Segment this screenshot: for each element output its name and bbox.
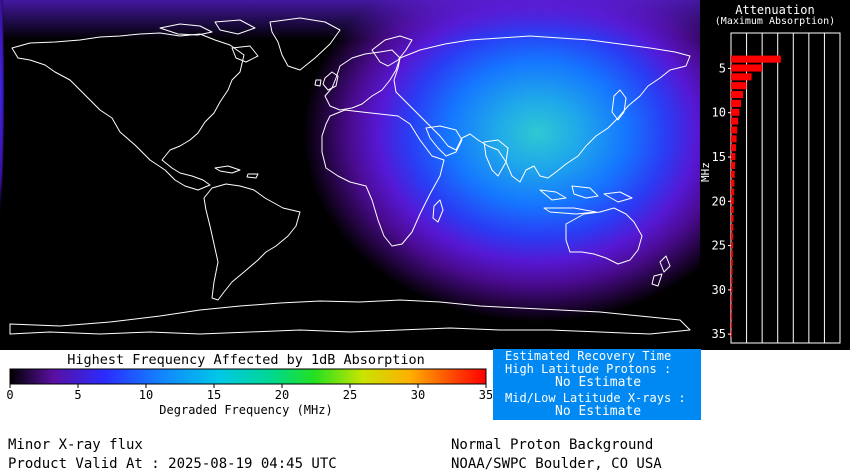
proton-status: Normal Proton Background (451, 437, 654, 453)
asia-outline (393, 35, 691, 183)
mid-low-latitude-value: No Estimate (555, 404, 642, 419)
attenuation-y-tick-label: 5 (719, 61, 726, 75)
attenuation-bar (731, 64, 763, 72)
attenuation-x-tick-label: 30 (818, 349, 830, 350)
attenuation-bar (731, 108, 740, 116)
africa-outline (321, 109, 445, 247)
attenuation-bar (731, 197, 734, 205)
attenuation-bar (731, 215, 734, 223)
attenuation-bar (731, 99, 741, 107)
absorption-map (0, 0, 700, 350)
frequency-color-scale: Highest Frequency Affected by 1dB Absorp… (0, 350, 492, 420)
product-valid-time: Product Valid At : 2025-08-19 04:45 UTC (8, 456, 337, 472)
attenuation-panel-background (700, 0, 850, 350)
arctic-islands-outline (159, 19, 259, 63)
attenuation-x-tick-label: 25 (803, 349, 815, 350)
attenuation-chart: Attenuation (Maximum Absorption) MHz 5 10… (700, 0, 850, 350)
continent-outlines (9, 17, 691, 335)
xray-status: Minor X-ray flux (8, 437, 143, 453)
scale-tick-label: 20 (275, 388, 289, 402)
high-latitude-label: High Latitude Protons : (505, 362, 672, 376)
scale-x-label: Degraded Frequency (MHz) (159, 403, 332, 417)
attenuation-bar (731, 321, 733, 329)
scale-tick-label: 0 (6, 388, 13, 402)
attenuation-y-tick-label: 30 (712, 283, 726, 297)
scale-tick-label: 10 (139, 388, 153, 402)
scale-tick-label: 25 (343, 388, 357, 402)
scale-title: Highest Frequency Affected by 1dB Absorp… (67, 352, 425, 368)
attenuation-bar (731, 232, 734, 240)
attenuation-bar (731, 82, 747, 90)
attenuation-x-tick-label: 0 (728, 349, 734, 350)
scandinavia-outline (371, 35, 413, 67)
attenuation-bar (731, 250, 733, 258)
madagascar-outline (432, 199, 444, 223)
attenuation-title: Attenuation (735, 3, 814, 17)
attenuation-x-tick-label: 10 (756, 349, 768, 350)
color-ramp-bar (9, 368, 487, 385)
recovery-title: Estimated Recovery Time (505, 349, 672, 363)
attenuation-bar (731, 268, 733, 276)
high-latitude-value: No Estimate (555, 375, 642, 390)
attenuation-x-tick-label: 35 (834, 349, 846, 350)
antarctica-outline (9, 299, 691, 335)
attenuation-bar (731, 161, 736, 169)
arabia-outline (425, 125, 463, 157)
attenuation-y-tick-label: 25 (712, 239, 726, 253)
agency-credit: NOAA/SWPC Boulder, CO USA (451, 456, 662, 472)
europe-outline (324, 49, 401, 111)
attenuation-bar (731, 179, 735, 187)
indonesia-outline (539, 185, 633, 215)
attenuation-bar (731, 277, 733, 285)
attenuation-bar (731, 312, 733, 320)
attenuation-y-tick-label: 10 (712, 106, 726, 120)
north-america-outline (11, 32, 245, 191)
recovery-time-panel: Estimated Recovery Time High Latitude Pr… (493, 349, 701, 420)
attenuation-plot-frame (730, 32, 841, 344)
scale-tick-label: 5 (74, 388, 81, 402)
new-zealand-outline (651, 255, 671, 287)
mid-low-latitude-label: Mid/Low Latitude X-rays : (505, 391, 686, 405)
attenuation-y-tick-label: 20 (712, 194, 726, 208)
attenuation-bar (731, 91, 744, 99)
caribbean-outline (214, 165, 259, 179)
west-band (0, 0, 120, 260)
attenuation-bar (731, 188, 735, 196)
scale-tick-label: 35 (479, 388, 492, 402)
attenuation-y-tick-label: 35 (712, 327, 726, 341)
scale-background (0, 350, 492, 420)
greenland-outline (269, 17, 341, 71)
india-outline (483, 139, 509, 177)
attenuation-x-tick-label: 15 (772, 349, 784, 350)
attenuation-bar (731, 144, 736, 152)
attenuation-subtitle: (Maximum Absorption) (715, 16, 835, 27)
attenuation-bar (731, 73, 752, 81)
attenuation-bar (731, 126, 738, 134)
attenuation-bar (731, 117, 739, 125)
attenuation-bar (731, 55, 781, 63)
japan-outline (611, 89, 627, 121)
australia-outline (565, 207, 643, 265)
attenuation-bar (731, 241, 734, 249)
attenuation-y-tick-label: 15 (712, 150, 726, 164)
attenuation-bar (731, 153, 736, 161)
attenuation-bar (731, 259, 733, 267)
attenuation-bar (731, 285, 733, 293)
attenuation-bar (731, 223, 734, 231)
attenuation-bar (731, 170, 735, 178)
attenuation-x-tick-label: 20 (787, 349, 799, 350)
scale-tick-label: 15 (207, 388, 221, 402)
scale-tick-label: 30 (411, 388, 425, 402)
british-isles-outline (314, 71, 339, 91)
attenuation-bar (731, 303, 733, 311)
attenuation-bar (731, 294, 733, 302)
attenuation-x-tick-label: 5 (744, 349, 750, 350)
attenuation-bar (731, 330, 733, 338)
south-america-outline (203, 183, 301, 301)
attenuation-y-axis-label: MHz (700, 162, 712, 182)
attenuation-bar (731, 135, 737, 143)
attenuation-bar (731, 206, 734, 214)
